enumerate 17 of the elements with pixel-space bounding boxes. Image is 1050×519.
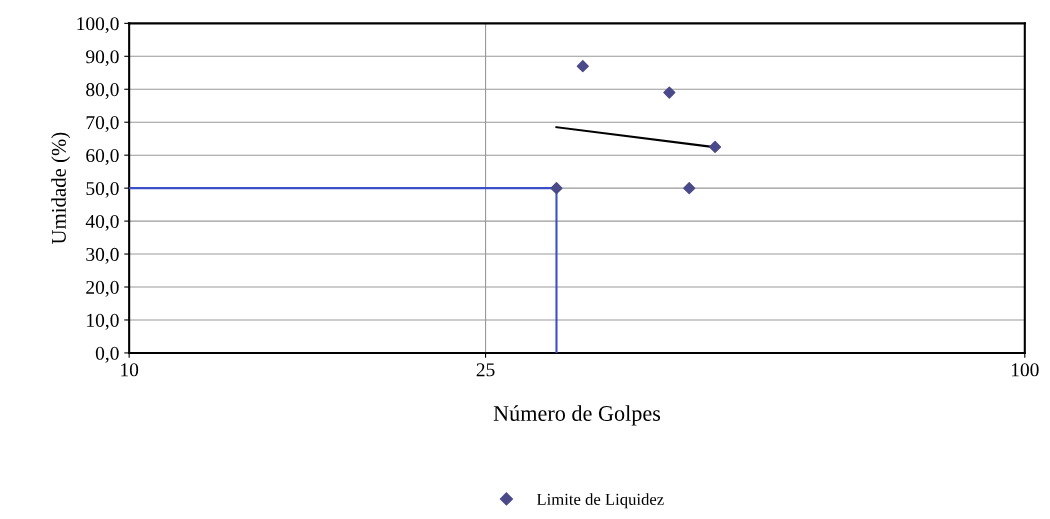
x-tick-label: 100 xyxy=(1011,363,1039,377)
legend-label: Limite de Liquidez xyxy=(536,493,664,509)
x-tick-label: 10 xyxy=(121,363,139,377)
y-tick-label: 100,0 xyxy=(77,17,119,34)
x-axis-title: Número de Golpes xyxy=(493,405,661,426)
y-axis-title: Umidade (%) xyxy=(51,132,71,245)
y-tick-label: 0,0 xyxy=(95,346,119,363)
y-tick-label: 70,0 xyxy=(86,116,119,132)
y-tick-label: 10,0 xyxy=(87,313,119,330)
y-tick-label: 50,0 xyxy=(86,181,119,198)
y-tick-label: 60,0 xyxy=(86,149,119,165)
y-tick-label: 90,0 xyxy=(86,50,119,67)
x-tick-label: 25 xyxy=(476,363,495,377)
y-tick-label: 40,0 xyxy=(85,214,119,231)
y-tick-label: 20,0 xyxy=(86,280,119,297)
y-tick-label: 30,0 xyxy=(86,247,119,264)
y-tick-label: 80,0 xyxy=(86,83,119,99)
